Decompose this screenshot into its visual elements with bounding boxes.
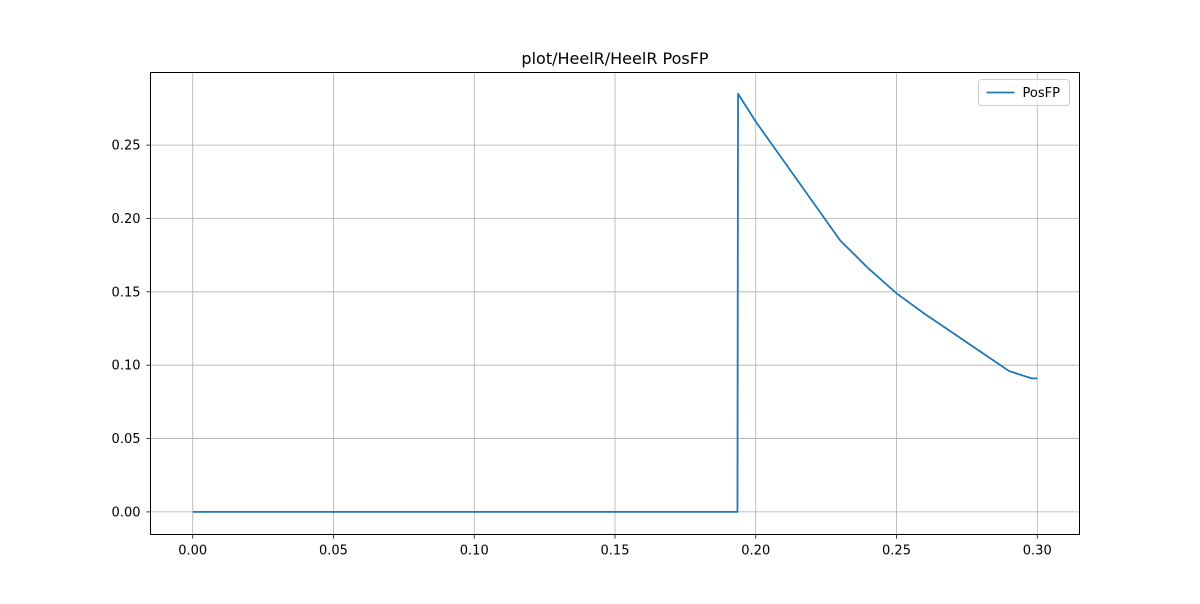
legend-label: PosFP [1023, 86, 1061, 101]
y-tick-label: 0.00 [112, 505, 141, 520]
x-tick-label: 0.05 [319, 544, 348, 559]
chart-title: plot/HeelR/HeelR PosFP [521, 49, 709, 68]
x-tick-label: 0.20 [741, 544, 770, 559]
legend-box [978, 79, 1070, 106]
x-tick-label: 0.10 [460, 544, 489, 559]
x-tick-label: 0.30 [1023, 544, 1052, 559]
legend: PosFP [978, 79, 1070, 106]
x-tick-label: 0.25 [882, 544, 911, 559]
x-tick-label: 0.00 [178, 544, 207, 559]
y-tick-label: 0.10 [112, 359, 141, 374]
y-tick-label: 0.20 [112, 212, 141, 227]
y-tick-label: 0.25 [112, 139, 141, 154]
x-axis: 0.00 0.05 0.10 0.15 0.20 0.25 0.30 [178, 534, 1052, 559]
y-tick-label: 0.05 [112, 432, 141, 447]
y-axis: 0.00 0.05 0.10 0.15 0.20 0.25 [112, 139, 151, 520]
series-line-posfp [192, 92, 1038, 513]
y-tick-label: 0.15 [112, 285, 141, 300]
x-tick-label: 0.15 [601, 544, 630, 559]
series-layer [192, 92, 1038, 513]
